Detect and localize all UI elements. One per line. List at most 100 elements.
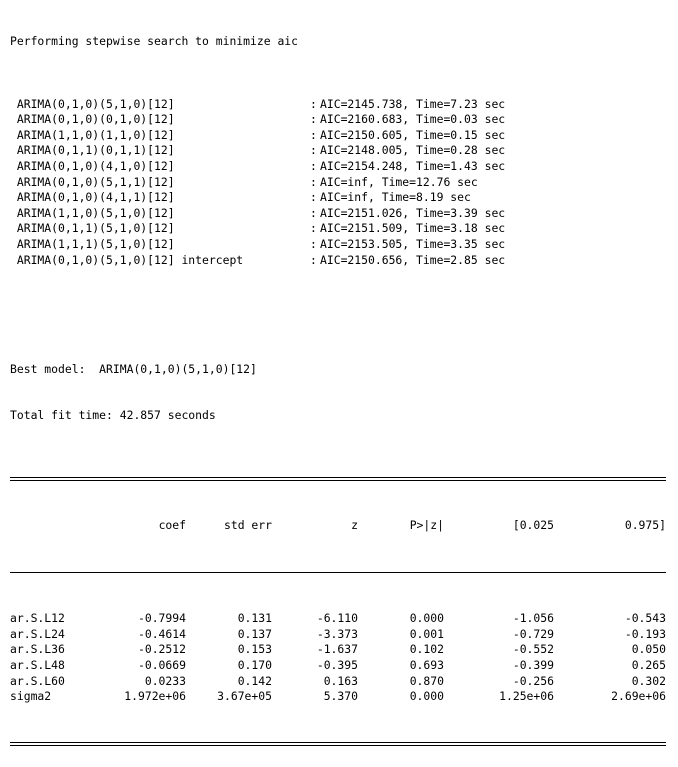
table-cell: 0.265 xyxy=(631,657,666,672)
step-model: ARIMA(0,1,0)(5,1,1)[12] xyxy=(10,174,175,189)
table-cell: 0.153 xyxy=(237,642,272,657)
param-name: ar.S.L12 xyxy=(10,611,65,626)
step-separator: : xyxy=(310,96,317,111)
step-line: ARIMA(0,1,1)(5,1,0)[12]: AIC=2151.509, Ti… xyxy=(10,221,666,237)
param-name: sigma2 xyxy=(10,689,52,704)
table-row: ar.S.L48 -0.0669 0.170 -0.395 0.693 -0.399 0.2… xyxy=(10,658,666,674)
table-cell: 0.102 xyxy=(409,642,444,657)
table-cell: 0.870 xyxy=(409,673,444,688)
step-separator: : xyxy=(310,236,317,251)
table-row: ar.S.L12 -0.7994 0.131 -6.110 0.000 -1.056 -0.… xyxy=(10,611,666,627)
step-line: ARIMA(1,1,0)(1,1,0)[12]: AIC=2150.605, Ti… xyxy=(10,128,666,144)
step-line: ARIMA(0,1,0)(5,1,0)[12] intercept: AIC=21… xyxy=(10,253,666,269)
step-line: ARIMA(0,1,0)(5,1,1)[12]: AIC=inf, Time=12… xyxy=(10,175,666,191)
table-cell: 2.69e+06 xyxy=(611,689,666,704)
step-model: ARIMA(1,1,0)(1,1,0)[12] xyxy=(10,127,175,142)
step-separator: : xyxy=(310,127,317,142)
table-header-rule xyxy=(10,564,666,580)
step-line: ARIMA(0,1,0)(4,1,0)[12]: AIC=2154.248, Ti… xyxy=(10,159,666,175)
table-cell: 0.302 xyxy=(631,673,666,688)
table-cell: -0.193 xyxy=(624,626,666,641)
table-header-row: coef std err z P>|z| [0.025 0.975] xyxy=(10,518,666,534)
step-model: ARIMA(1,1,1)(5,1,0)[12] xyxy=(10,236,175,251)
table-cell: -1.637 xyxy=(316,642,358,657)
table-top-rule xyxy=(10,471,666,487)
step-model: ARIMA(0,1,0)(5,1,0)[12] intercept xyxy=(10,252,244,267)
step-line: ARIMA(0,1,0)(5,1,0)[12]: AIC=2145.738, Ti… xyxy=(10,97,666,113)
table-cell: -0.399 xyxy=(512,657,554,672)
table-cell: 3.67e+05 xyxy=(217,689,272,704)
table-header-cell: coef xyxy=(158,517,186,532)
param-name: ar.S.L60 xyxy=(10,673,65,688)
step-model: ARIMA(0,1,0)(5,1,0)[12] xyxy=(10,96,175,111)
table-cell: 0.050 xyxy=(631,642,666,657)
table-cell: -0.395 xyxy=(316,657,358,672)
step-result: AIC=2148.005, Time=0.28 sec xyxy=(320,143,506,158)
table-cell: 0.693 xyxy=(409,657,444,672)
table-cell: -0.552 xyxy=(512,642,554,657)
param-name: ar.S.L24 xyxy=(10,626,65,641)
table-row: ar.S.L60 0.0233 0.142 0.163 0.870 -0.256 0.302 xyxy=(10,674,666,690)
table-cell: 0.000 xyxy=(409,611,444,626)
step-result: AIC=inf, Time=12.76 sec xyxy=(320,174,478,189)
table-cell: -6.110 xyxy=(316,611,358,626)
param-name: ar.S.L36 xyxy=(10,642,65,657)
step-model: ARIMA(0,1,1)(5,1,0)[12] xyxy=(10,221,175,236)
table-cell: 0.163 xyxy=(323,673,358,688)
table-cell: -1.056 xyxy=(512,611,554,626)
table-cell: 0.142 xyxy=(237,673,272,688)
table-cell: 0.131 xyxy=(237,611,272,626)
table-cell: 0.0233 xyxy=(144,673,186,688)
step-line: ARIMA(0,1,0)(0,1,0)[12]: AIC=2160.683, Ti… xyxy=(10,112,666,128)
step-result: AIC=2151.026, Time=3.39 sec xyxy=(320,205,506,220)
table-cell: -3.373 xyxy=(316,626,358,641)
step-separator: : xyxy=(310,221,317,236)
table-cell: 0.001 xyxy=(409,626,444,641)
step-line: ARIMA(0,1,0)(4,1,1)[12]: AIC=inf, Time=8.… xyxy=(10,190,666,206)
total-fit-time-line: Total fit time: 42.857 seconds xyxy=(10,408,216,423)
table-cell: 5.370 xyxy=(323,689,358,704)
table-cell: 0.137 xyxy=(237,626,272,641)
table-cell: -0.7994 xyxy=(137,611,186,626)
table-cell: -0.729 xyxy=(512,626,554,641)
step-model: ARIMA(0,1,1)(0,1,1)[12] xyxy=(10,143,175,158)
step-line: ARIMA(1,1,1)(5,1,0)[12]: AIC=2153.505, Ti… xyxy=(10,237,666,253)
step-line: ARIMA(1,1,0)(5,1,0)[12]: AIC=2151.026, Ti… xyxy=(10,206,666,222)
stepwise-steps: ARIMA(0,1,0)(5,1,0)[12]: AIC=2145.738, Ti… xyxy=(10,97,666,269)
table-header-cell: [0.025 xyxy=(512,517,554,532)
search-header: Performing stepwise search to minimize a… xyxy=(10,34,299,49)
table-row: sigma2 1.972e+06 3.67e+05 5.370 0.000 1.25e+0… xyxy=(10,689,666,705)
step-result: AIC=2154.248, Time=1.43 sec xyxy=(320,158,506,173)
table-cell: 1.972e+06 xyxy=(124,689,186,704)
table-body: ar.S.L12 -0.7994 0.131 -6.110 0.000 -1.056 -0.… xyxy=(10,611,666,705)
step-model: ARIMA(0,1,0)(0,1,0)[12] xyxy=(10,112,175,127)
step-model: ARIMA(0,1,0)(4,1,1)[12] xyxy=(10,190,175,205)
table-cell: 1.25e+06 xyxy=(499,689,554,704)
step-separator: : xyxy=(310,190,317,205)
step-result: AIC=2150.605, Time=0.15 sec xyxy=(320,127,506,142)
table-header-cell: z xyxy=(351,517,358,532)
step-separator: : xyxy=(310,174,317,189)
step-separator: : xyxy=(310,252,317,267)
table-cell: -0.256 xyxy=(512,673,554,688)
param-name: ar.S.L48 xyxy=(10,657,65,672)
table-cell: -0.2512 xyxy=(137,642,186,657)
step-separator: : xyxy=(310,158,317,173)
table-row: ar.S.L24 -0.4614 0.137 -3.373 0.001 -0.729 -0.… xyxy=(10,627,666,643)
step-model: ARIMA(0,1,0)(4,1,0)[12] xyxy=(10,158,175,173)
table-bottom-rule xyxy=(10,736,666,752)
table-header-cell: P>|z| xyxy=(409,517,444,532)
step-separator: : xyxy=(310,143,317,158)
step-result: AIC=2151.509, Time=3.18 sec xyxy=(320,221,506,236)
step-separator: : xyxy=(310,205,317,220)
step-result: AIC=2160.683, Time=0.03 sec xyxy=(320,112,506,127)
step-separator: : xyxy=(310,112,317,127)
table-cell: -0.0669 xyxy=(137,657,186,672)
console-output: Performing stepwise search to minimize a… xyxy=(10,3,666,767)
table-row: ar.S.L36 -0.2512 0.153 -1.637 0.102 -0.552 0.0… xyxy=(10,642,666,658)
blank-line xyxy=(10,315,666,331)
table-cell: 0.000 xyxy=(409,689,444,704)
step-line: ARIMA(0,1,1)(0,1,1)[12]: AIC=2148.005, Ti… xyxy=(10,143,666,159)
table-cell: -0.4614 xyxy=(137,626,186,641)
step-result: AIC=2153.505, Time=3.35 sec xyxy=(320,236,506,251)
